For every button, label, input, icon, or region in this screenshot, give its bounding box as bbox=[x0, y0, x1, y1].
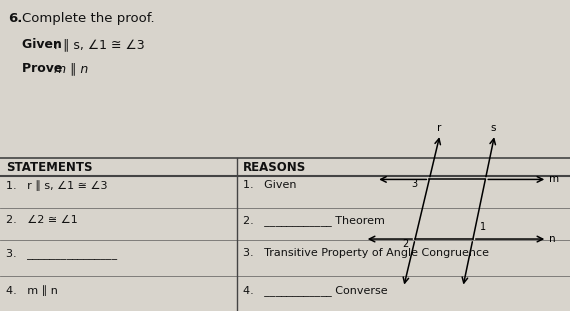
Text: Prove: Prove bbox=[22, 62, 71, 75]
Text: 4.   m ∥ n: 4. m ∥ n bbox=[6, 285, 58, 296]
Text: Given: Given bbox=[22, 38, 71, 51]
Text: 1: 1 bbox=[480, 222, 486, 232]
Text: Complete the proof.: Complete the proof. bbox=[22, 12, 154, 25]
Text: 1.   Given: 1. Given bbox=[243, 180, 296, 190]
Text: STATEMENTS: STATEMENTS bbox=[6, 161, 92, 174]
Text: 2.   ∠2 ≅ ∠1: 2. ∠2 ≅ ∠1 bbox=[6, 215, 78, 225]
Text: 3: 3 bbox=[412, 179, 418, 189]
Text: r: r bbox=[437, 123, 441, 133]
Text: 3.   Transitive Property of Angle Congruence: 3. Transitive Property of Angle Congruen… bbox=[243, 248, 488, 258]
Text: r ∥ s, ∠1 ≅ ∠3: r ∥ s, ∠1 ≅ ∠3 bbox=[22, 38, 145, 51]
Text: 1.   r ∥ s, ∠1 ≅ ∠3: 1. r ∥ s, ∠1 ≅ ∠3 bbox=[6, 180, 108, 191]
Text: 4.   ____________ Converse: 4. ____________ Converse bbox=[243, 285, 387, 296]
Text: 2: 2 bbox=[402, 239, 409, 249]
Text: REASONS: REASONS bbox=[243, 161, 306, 174]
Text: 3.   ________________: 3. ________________ bbox=[6, 248, 117, 259]
Text: 2.   ____________ Theorem: 2. ____________ Theorem bbox=[243, 215, 384, 226]
Text: 6.: 6. bbox=[8, 12, 22, 25]
Text: s: s bbox=[491, 123, 496, 133]
Text: m ∥ n: m ∥ n bbox=[22, 62, 88, 75]
Text: m: m bbox=[549, 174, 560, 184]
Text: n: n bbox=[549, 234, 556, 244]
